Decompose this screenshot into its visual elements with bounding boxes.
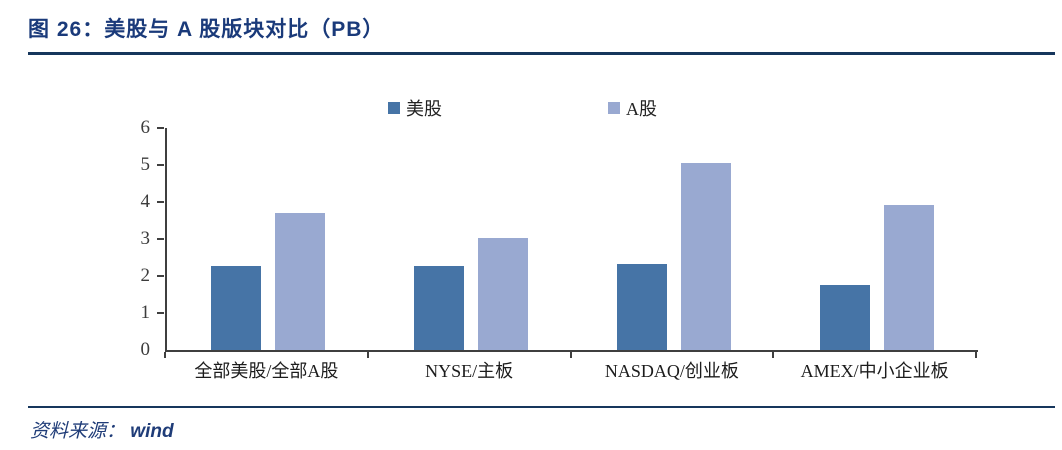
legend-label-a: A股 (626, 99, 657, 119)
x-tick-mark (366, 352, 369, 358)
y-tick-mark (157, 201, 164, 203)
y-tick-mark (157, 238, 164, 240)
legend-item-us: 美股 (388, 95, 442, 121)
y-tick-mark (157, 312, 164, 314)
bar-us (616, 264, 667, 350)
title-divider (28, 52, 1055, 55)
source-prefix: 资料来源： (30, 421, 126, 442)
y-tick-mark (157, 164, 164, 166)
bar-a (883, 205, 934, 350)
bar-a (680, 162, 731, 350)
bar-group (370, 128, 573, 350)
y-tick-label: 0 (140, 339, 151, 360)
x-tick-mark (772, 352, 775, 358)
bar-a (275, 212, 326, 350)
legend-item-a: A股 (608, 95, 657, 121)
bar-us (211, 266, 262, 350)
figure-title: 图 26：美股与 A 股版块对比（PB） (28, 18, 385, 41)
source-name: wind (130, 421, 174, 442)
x-tick-mark (569, 352, 572, 358)
source-line: 资料来源： wind (30, 416, 174, 443)
y-tick-label: 3 (140, 228, 151, 249)
x-tick-mark (975, 352, 977, 358)
x-category-label: AMEX/中小企业板 (800, 361, 949, 381)
y-tick-mark (157, 127, 164, 129)
bar-us (414, 266, 465, 350)
bar-us (819, 285, 870, 350)
x-category-label: 全部美股/全部A股 (194, 361, 339, 381)
legend-swatch-a-icon (608, 102, 620, 114)
legend-swatch-us-icon (388, 102, 400, 114)
legend-label-us: 美股 (406, 99, 442, 119)
footer-divider (28, 406, 1055, 408)
bar-group (573, 128, 776, 350)
y-tick-label: 5 (140, 154, 151, 175)
y-tick-label: 6 (140, 117, 151, 138)
bar-group (167, 128, 370, 350)
y-tick-mark (157, 275, 164, 277)
x-tick-mark (164, 352, 166, 358)
bar-group (775, 128, 978, 350)
x-category-labels: 全部美股/全部A股 NYSE/主板 NASDAQ/创业板 AMEX/中小企业板 (165, 357, 976, 383)
bar-groups (167, 128, 978, 350)
bar-chart-plot (165, 128, 978, 352)
bar-a (478, 238, 529, 350)
y-tick-label: 4 (140, 191, 151, 212)
y-tick-label: 1 (140, 302, 151, 323)
x-category-label: NYSE/主板 (425, 361, 514, 381)
x-category-label: NASDAQ/创业板 (604, 361, 739, 381)
y-tick-label: 2 (140, 265, 151, 286)
